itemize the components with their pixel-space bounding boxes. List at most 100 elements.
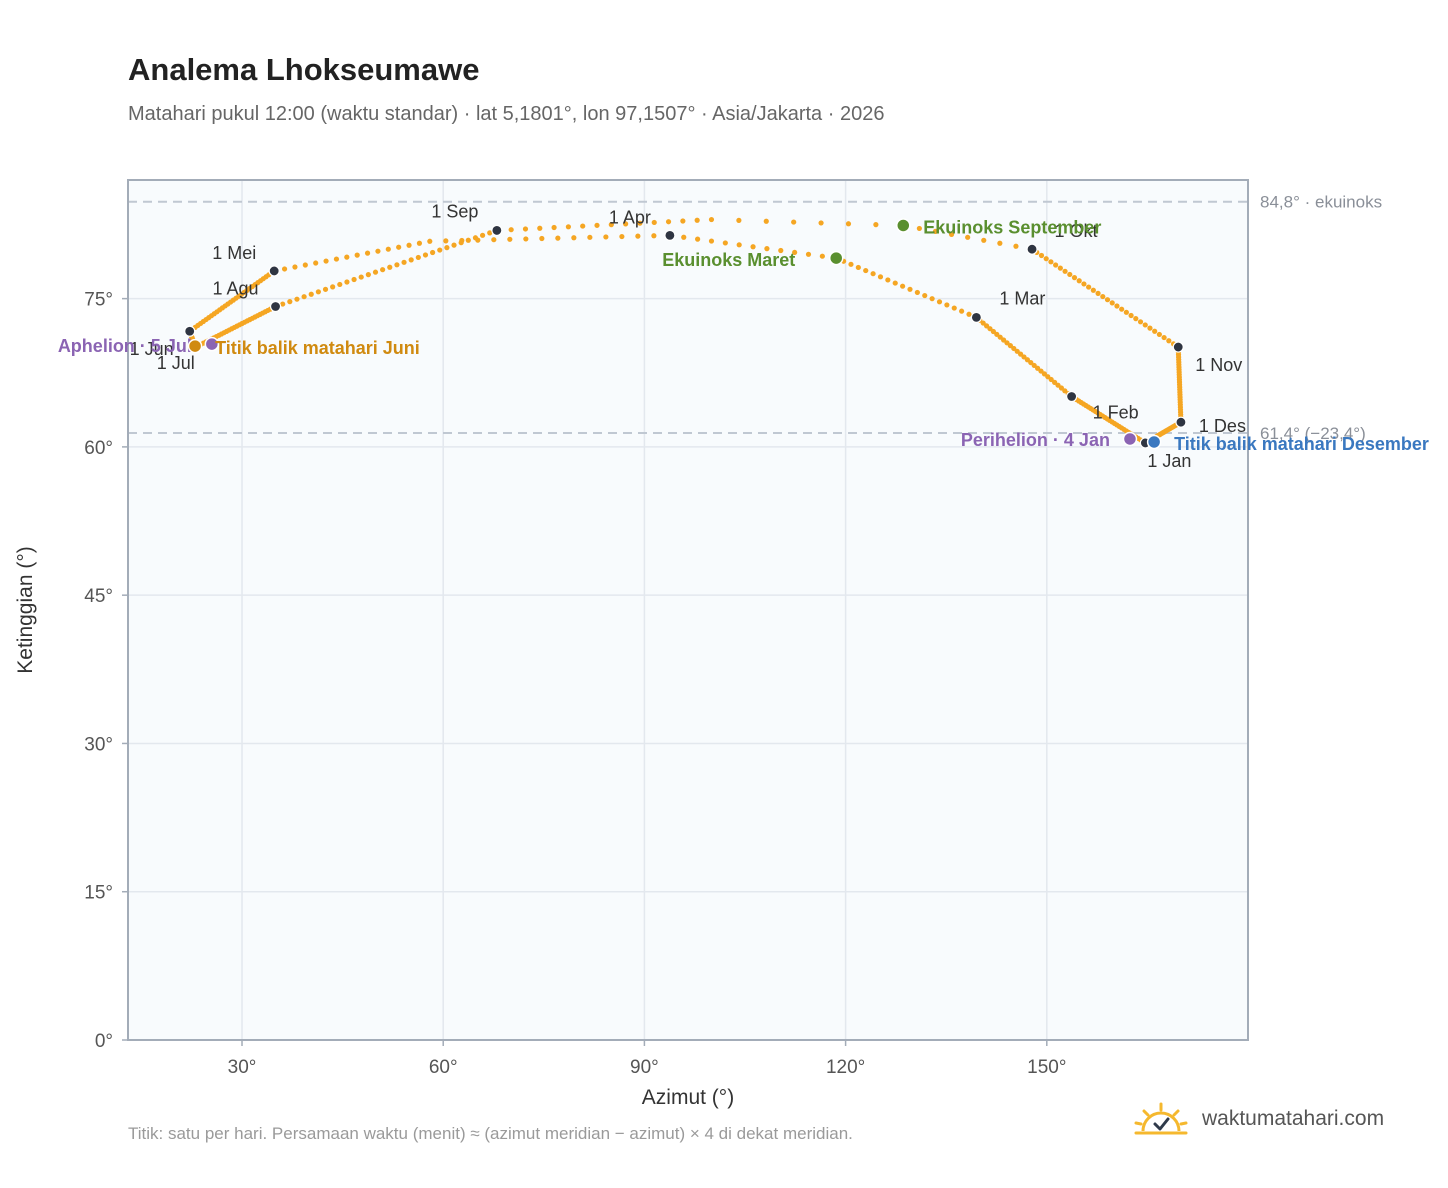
- x-tick-label: 120°: [826, 1057, 865, 1078]
- day-point: [805, 251, 812, 257]
- event-markers: Ekuinoks Maret Ekuinoks September Aphelion…: [58, 217, 1429, 453]
- day-point: [1076, 278, 1082, 284]
- event-label: Ekuinoks Maret: [662, 250, 795, 270]
- event-label: Titik balik matahari Juni: [215, 338, 420, 358]
- month-marker-label: 1 Feb: [1093, 402, 1139, 422]
- month-marker: [184, 325, 196, 337]
- day-point: [1142, 322, 1148, 328]
- day-point: [587, 234, 593, 240]
- day-point: [443, 238, 449, 244]
- day-point: [280, 301, 286, 307]
- day-point: [358, 274, 364, 280]
- day-point: [522, 226, 529, 232]
- day-point: [907, 286, 913, 292]
- day-point: [1095, 290, 1101, 296]
- month-marker: [1026, 243, 1038, 255]
- day-point: [308, 291, 314, 297]
- day-point: [681, 234, 687, 240]
- month-marker: [1175, 416, 1187, 428]
- y-tick-label: 75°: [84, 290, 113, 311]
- month-marker-label: 1 Sep: [431, 201, 478, 221]
- month-marker: [970, 311, 982, 324]
- day-point: [877, 274, 884, 280]
- month-marker: [664, 229, 676, 241]
- day-point: [722, 240, 728, 246]
- day-point: [1038, 252, 1045, 259]
- day-point: [608, 222, 614, 228]
- day-point: [354, 252, 360, 258]
- day-point: [301, 294, 307, 300]
- day-point: [680, 218, 686, 224]
- event-marker: [896, 218, 911, 233]
- chart-subtitle: Matahari pukul 12:00 (waktu standar) · l…: [128, 103, 885, 125]
- day-point: [1104, 297, 1111, 303]
- event-marker: [204, 336, 220, 352]
- month-marker-label: 1 Apr: [609, 207, 651, 227]
- reference-line-label: 84,8° · ekuinoks: [1260, 193, 1382, 212]
- y-tick-label: 0°: [95, 1031, 113, 1052]
- month-marker-label: 1 Jul: [157, 353, 195, 373]
- day-point: [396, 244, 402, 250]
- day-point: [451, 242, 457, 248]
- day-point: [764, 246, 770, 252]
- x-tick-label: 60°: [429, 1057, 458, 1078]
- day-point: [465, 237, 471, 243]
- day-point: [479, 232, 486, 238]
- day-point: [1114, 303, 1120, 309]
- month-marker-label: 1 Jun: [130, 339, 174, 359]
- day-point: [487, 230, 493, 236]
- day-point: [623, 221, 629, 227]
- day-point: [1133, 316, 1139, 322]
- month-marker: [1066, 390, 1078, 403]
- day-point: [981, 237, 987, 243]
- day-point: [337, 281, 343, 288]
- day-point: [1166, 338, 1172, 344]
- event-label: Titik balik matahari Desember: [1174, 434, 1429, 454]
- day-point: [507, 236, 513, 242]
- day-point: [1119, 306, 1125, 312]
- day-point: [708, 238, 715, 244]
- day-point: [387, 264, 393, 270]
- month-marker-label: 1 Agu: [213, 279, 259, 299]
- day-point: [523, 236, 529, 242]
- day-point: [1086, 284, 1092, 290]
- day-point: [708, 216, 715, 223]
- brand-logo[interactable]: waktumatahari.com: [1134, 1102, 1384, 1136]
- day-point: [372, 269, 379, 275]
- day-point: [863, 267, 869, 274]
- day-point: [408, 257, 414, 263]
- day-point: [281, 266, 288, 272]
- day-point: [944, 302, 950, 308]
- day-point: [292, 264, 298, 270]
- day-point: [948, 231, 955, 237]
- day-point: [1090, 287, 1096, 293]
- day-point: [635, 233, 641, 239]
- footnote: Titik: satu per hari. Persamaan waktu (m…: [128, 1124, 853, 1143]
- axis-ticks: 30° 60° 90° 120° 150° 0° 15° 30° 45° 60° 75°: [84, 290, 1066, 1078]
- day-point: [313, 260, 319, 266]
- day-point: [848, 261, 854, 267]
- month-marker: [269, 300, 282, 313]
- day-point: [385, 246, 391, 252]
- day-point: [491, 237, 497, 243]
- day-point: [1156, 331, 1162, 338]
- day-point: [1057, 265, 1063, 271]
- day-point: [885, 277, 891, 283]
- day-point: [792, 249, 798, 256]
- day-point: [855, 264, 861, 271]
- day-point: [444, 245, 450, 251]
- day-point: [551, 224, 557, 231]
- day-point: [959, 308, 965, 314]
- day-point: [651, 219, 657, 226]
- day-point: [694, 217, 700, 223]
- y-tick-label: 30°: [84, 734, 113, 755]
- day-point: [916, 225, 922, 232]
- plot-frame: [127, 179, 1249, 1041]
- day-point: [900, 283, 906, 289]
- month-marker: [491, 224, 503, 237]
- brand-name: waktumatahari.com: [1202, 1107, 1385, 1130]
- day-point: [294, 296, 300, 302]
- day-point: [315, 289, 321, 295]
- day-point: [936, 299, 943, 305]
